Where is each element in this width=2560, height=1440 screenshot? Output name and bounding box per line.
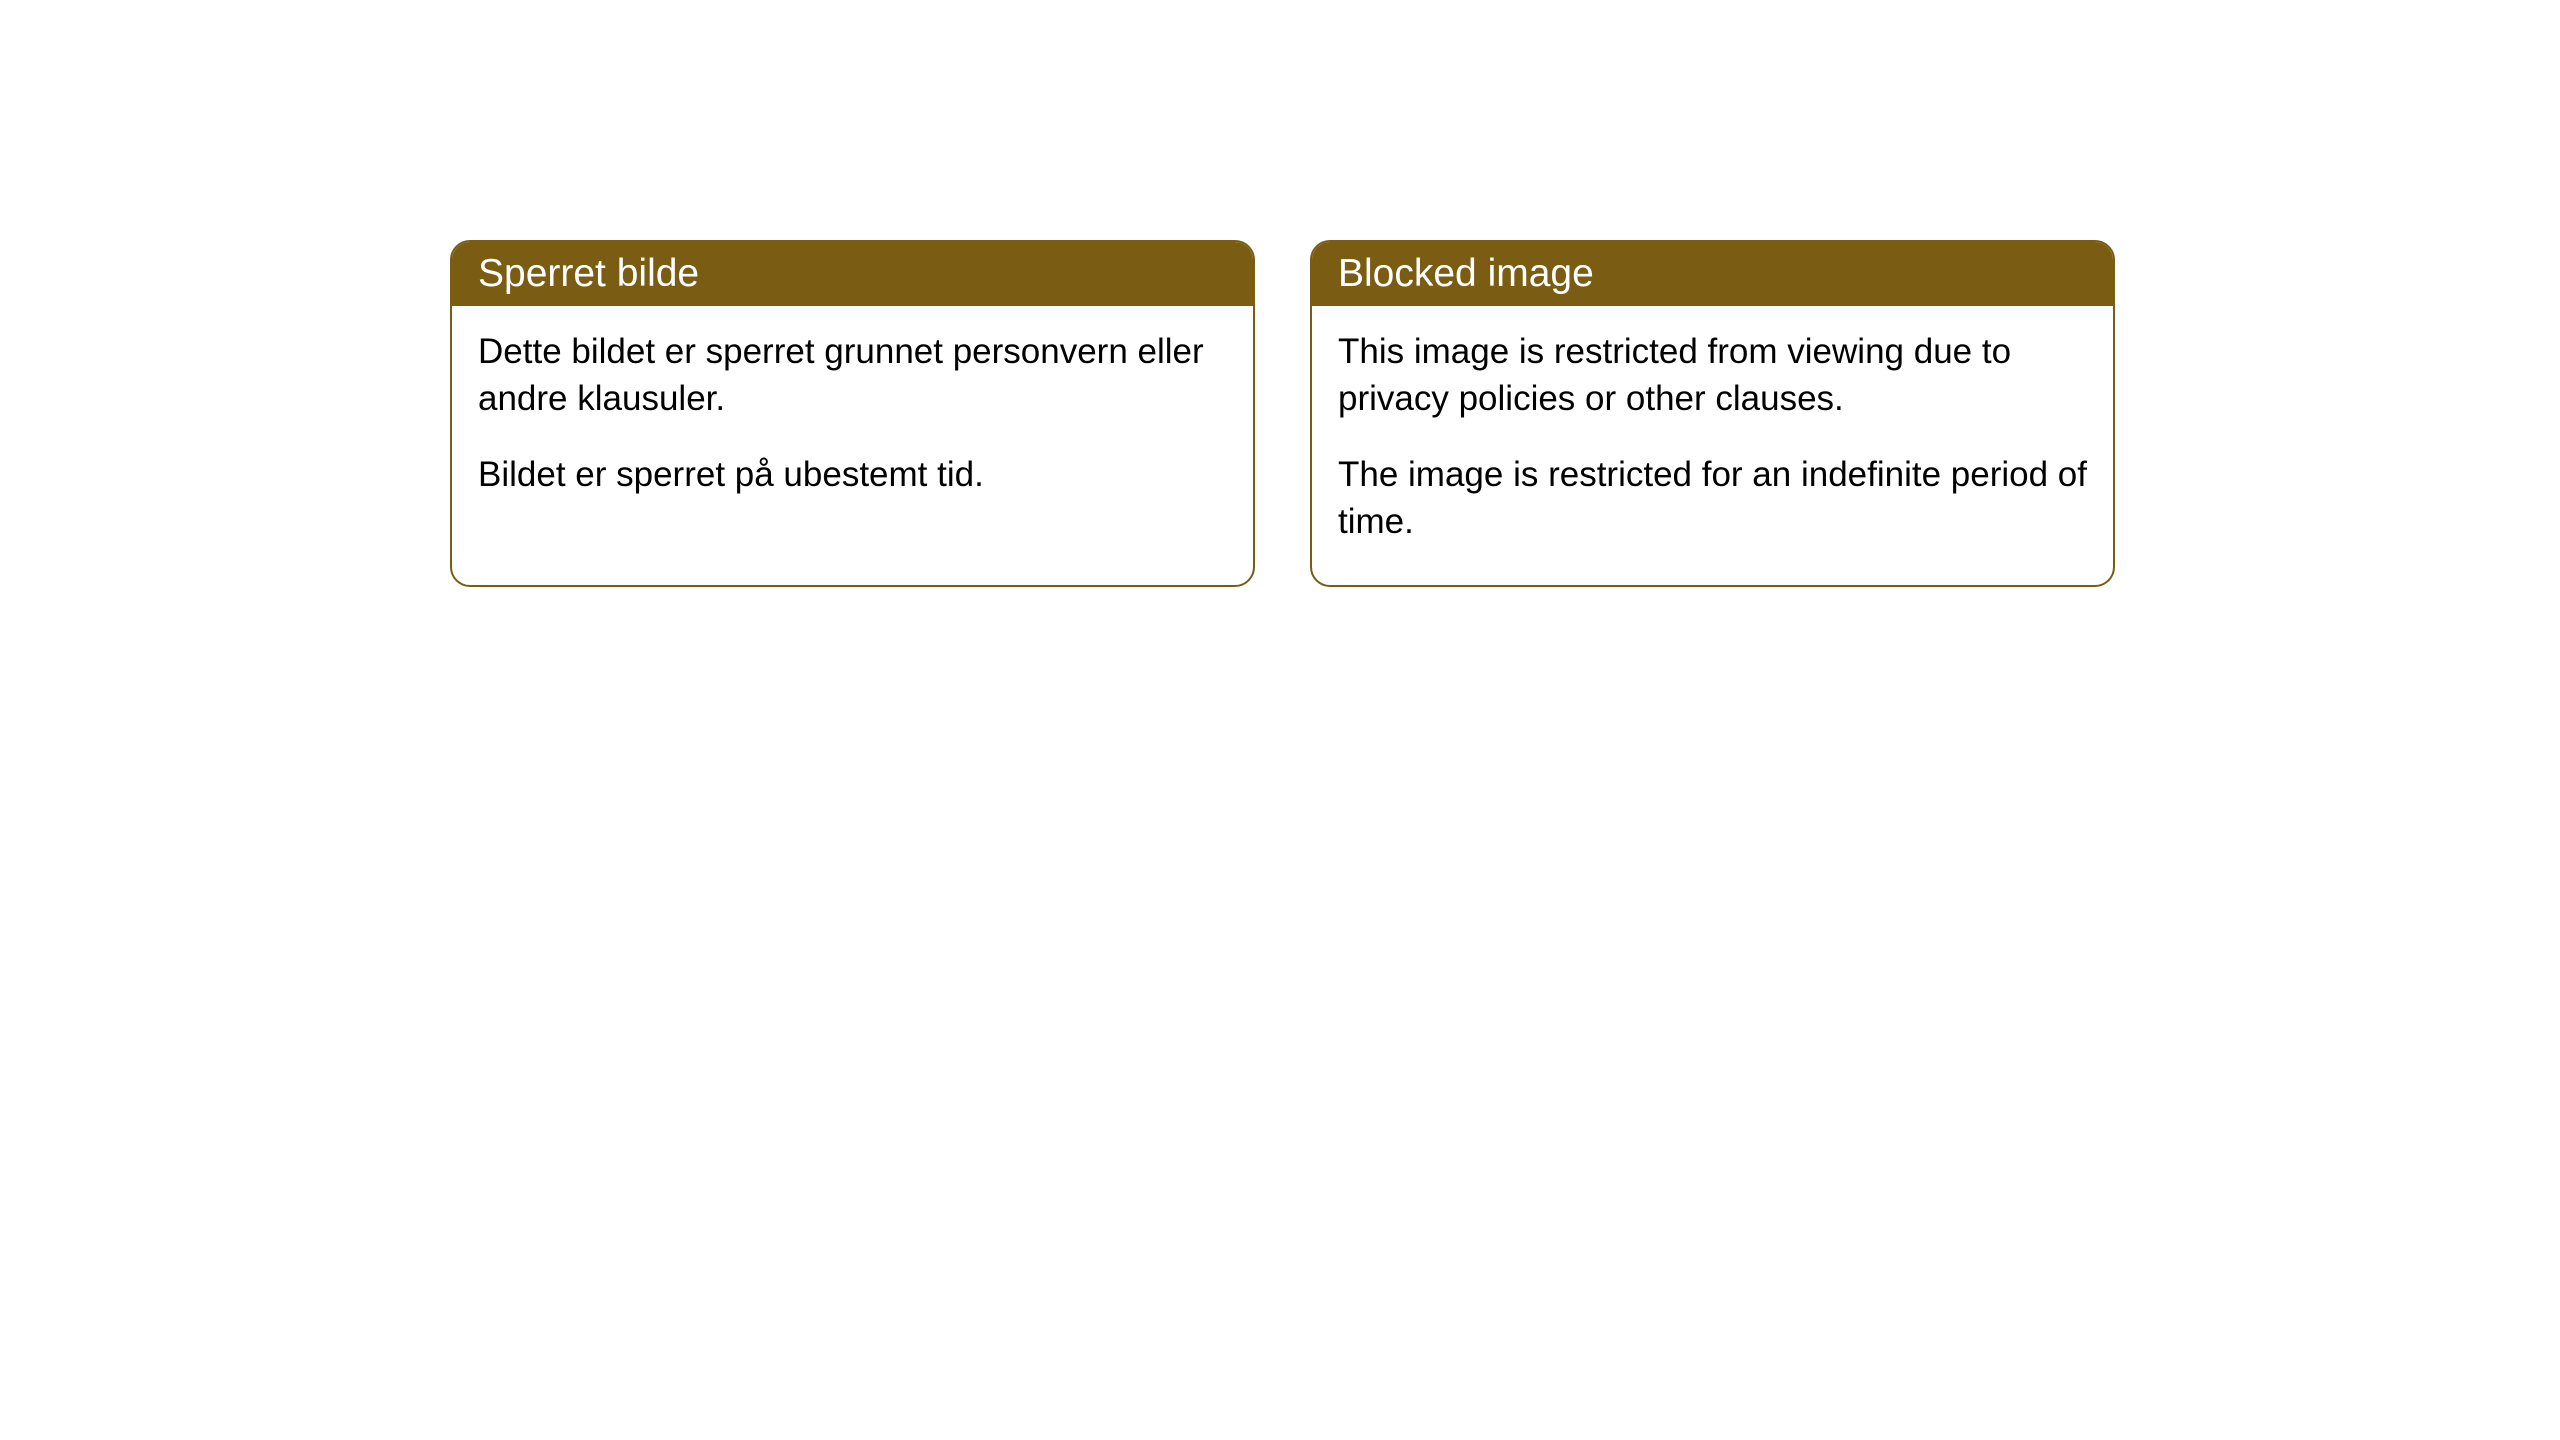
- card-header: Sperret bilde: [452, 242, 1253, 306]
- card-body: This image is restricted from viewing du…: [1312, 306, 2113, 585]
- blocked-image-card-norwegian: Sperret bilde Dette bildet er sperret gr…: [450, 240, 1255, 587]
- cards-container: Sperret bilde Dette bildet er sperret gr…: [450, 240, 2115, 587]
- blocked-image-card-english: Blocked image This image is restricted f…: [1310, 240, 2115, 587]
- card-header: Blocked image: [1312, 242, 2113, 306]
- card-body: Dette bildet er sperret grunnet personve…: [452, 306, 1253, 538]
- card-text-1: This image is restricted from viewing du…: [1338, 328, 2087, 423]
- card-text-1: Dette bildet er sperret grunnet personve…: [478, 328, 1227, 423]
- card-text-2: The image is restricted for an indefinit…: [1338, 451, 2087, 546]
- card-text-2: Bildet er sperret på ubestemt tid.: [478, 451, 1227, 498]
